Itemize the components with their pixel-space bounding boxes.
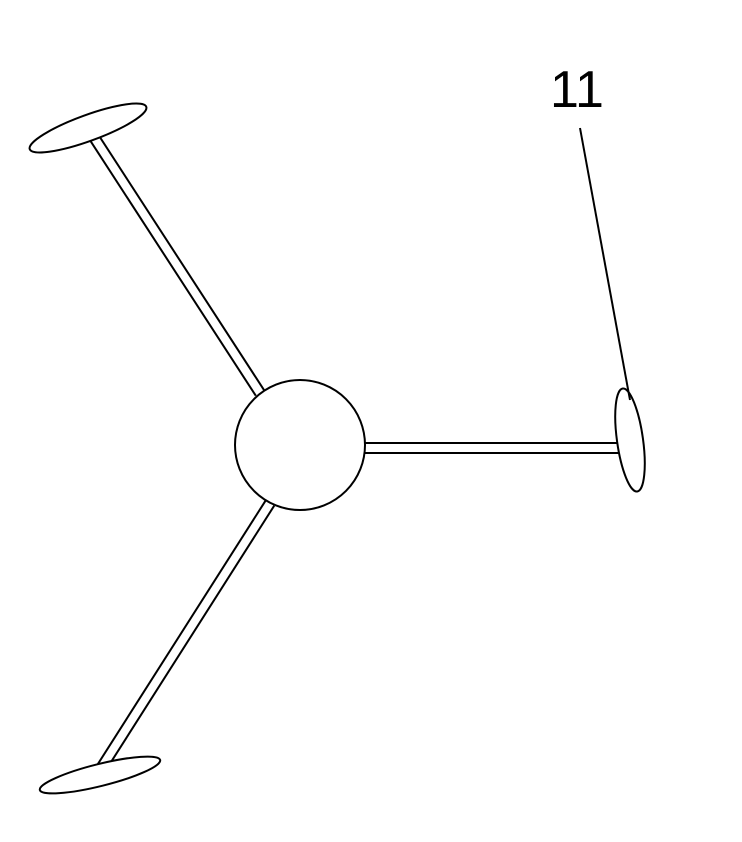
arm-top-left-line2 — [84, 131, 256, 396]
arm-bottom-left-line1 — [96, 500, 266, 767]
arm-top-left-line1 — [92, 125, 264, 390]
diagram-container — [0, 0, 742, 842]
blade-right — [610, 387, 650, 494]
blade-bottom-left — [37, 749, 163, 800]
hub-circle — [235, 380, 365, 510]
diagram-svg — [0, 0, 742, 842]
arm-bottom-left-line2 — [104, 506, 274, 773]
callout-label: 11 — [550, 60, 604, 120]
blade-top-left — [25, 95, 150, 162]
leader-line — [580, 128, 630, 400]
